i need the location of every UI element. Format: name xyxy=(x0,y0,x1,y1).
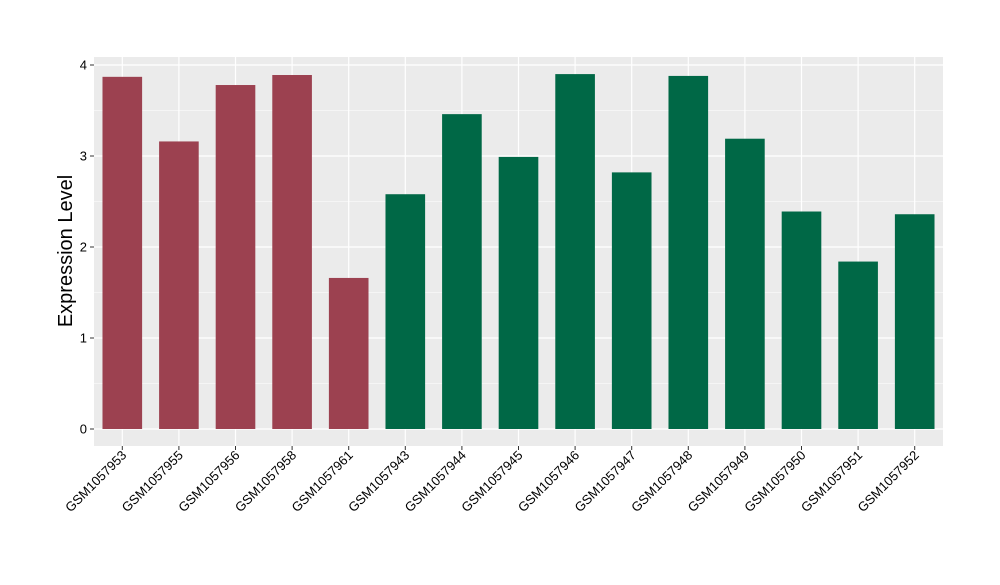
bar-GSM1057947 xyxy=(611,172,652,429)
bar-GSM1057949 xyxy=(725,138,765,429)
y-axis: 0 1 2 3 4 xyxy=(80,58,94,437)
bar-GSM1057944 xyxy=(442,114,482,429)
bars-group xyxy=(102,74,935,430)
bar-GSM1057943 xyxy=(385,194,426,429)
bar-GSM1057955 xyxy=(159,141,199,429)
x-axis: GSM1057953GSM1057955GSM1057956GSM1057958… xyxy=(62,446,922,515)
bar-GSM1057953 xyxy=(102,76,143,429)
bar-GSM1057958 xyxy=(272,75,312,429)
y-tick-label: 0 xyxy=(80,422,87,437)
y-tick-label: 3 xyxy=(80,149,87,164)
bar-GSM1057946 xyxy=(555,74,595,429)
y-tick-label: 1 xyxy=(80,331,87,346)
y-axis-label: Expression Level xyxy=(55,175,77,327)
bar-GSM1057945 xyxy=(498,156,539,429)
bar-GSM1057956 xyxy=(215,85,256,430)
y-tick-label: 4 xyxy=(80,58,87,73)
y-tick-label: 2 xyxy=(80,240,87,255)
bar-GSM1057950 xyxy=(781,211,822,429)
bar-GSM1057948 xyxy=(668,75,709,430)
bar-GSM1057952 xyxy=(894,214,935,429)
bar-GSM1057951 xyxy=(838,261,878,429)
bar-GSM1057961 xyxy=(328,277,369,429)
